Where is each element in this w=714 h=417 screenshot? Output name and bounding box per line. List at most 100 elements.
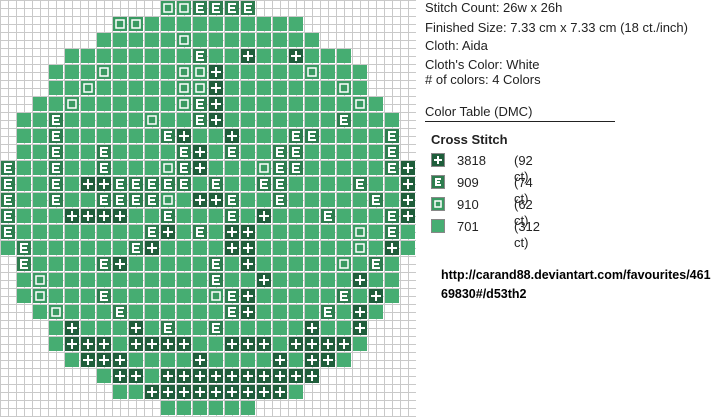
stitch-cell — [1, 241, 15, 255]
stitch-cell — [385, 209, 399, 223]
stitch-cell — [97, 49, 111, 63]
stitch-cell — [145, 113, 159, 127]
stitch-cell — [129, 161, 143, 175]
stitch-cell — [209, 161, 223, 175]
stitch-cell — [161, 385, 175, 399]
stitch-cell — [241, 385, 255, 399]
stitch-cell — [257, 161, 271, 175]
stitch-cell — [337, 129, 351, 143]
stitch-cell — [193, 49, 207, 63]
stitch-cell — [273, 145, 287, 159]
stitch-cell — [161, 81, 175, 95]
stitch-cell — [321, 193, 335, 207]
stitch-cell — [81, 145, 95, 159]
stitch-cell — [321, 257, 335, 271]
stitch-cell — [65, 273, 79, 287]
stitch-cell — [321, 321, 335, 335]
stitch-cell — [305, 257, 319, 271]
source-link[interactable]: http://carand88.deviantart.com/favourite… — [441, 268, 711, 301]
stitch-cell — [193, 337, 207, 351]
stitch-cell — [385, 193, 399, 207]
stitch-cell — [289, 225, 303, 239]
stitch-cell — [113, 225, 127, 239]
stitch-cell — [273, 273, 287, 287]
stitch-cell — [321, 113, 335, 127]
stitch-cell — [225, 17, 239, 31]
stitch-cell — [225, 273, 239, 287]
stitch-cell — [385, 241, 399, 255]
stitch-cell — [273, 49, 287, 63]
stitch-cell — [161, 49, 175, 63]
stitch-cell — [321, 161, 335, 175]
stitch-cell — [177, 1, 191, 15]
stitch-cell — [401, 161, 415, 175]
stitch-cell — [209, 1, 223, 15]
stitch-cell — [129, 305, 143, 319]
stitch-cell — [65, 129, 79, 143]
stitch-cell — [209, 129, 223, 143]
stitch-cell — [177, 81, 191, 95]
stitch-cell — [97, 97, 111, 111]
stitch-cell — [209, 225, 223, 239]
stitch-cell — [321, 209, 335, 223]
stitch-cell — [145, 241, 159, 255]
stitch-cell — [193, 385, 207, 399]
stitch-cell — [113, 17, 127, 31]
stitch-cell — [97, 289, 111, 303]
stitch-cell — [193, 401, 207, 415]
stitch-cell — [225, 81, 239, 95]
stitch-cell — [289, 241, 303, 255]
stitch-cell — [161, 369, 175, 383]
stitch-cell — [353, 81, 367, 95]
stitch-cell — [241, 49, 255, 63]
stitch-cell — [113, 209, 127, 223]
stitch-cell — [225, 65, 239, 79]
stitch-cell — [161, 257, 175, 271]
stitch-cell — [145, 161, 159, 175]
stitch-cell — [321, 177, 335, 191]
stitch-cell — [161, 337, 175, 351]
stitch-cell — [129, 145, 143, 159]
stitch-cell — [161, 177, 175, 191]
stitch-cell — [369, 129, 383, 143]
stitch-cell — [401, 209, 415, 223]
stitch-cell — [353, 193, 367, 207]
stitch-cell — [1, 193, 15, 207]
stitch-cell — [257, 193, 271, 207]
stitch-cell — [241, 225, 255, 239]
stitch-cell — [241, 209, 255, 223]
stitch-cell — [129, 369, 143, 383]
stitch-cell — [289, 177, 303, 191]
stitch-cell — [241, 145, 255, 159]
stitch-count: Stitch Count: 26w x 26h — [425, 0, 563, 15]
stitch-cell — [305, 129, 319, 143]
stitch-cell — [145, 257, 159, 271]
stitch-cell — [225, 193, 239, 207]
stitch-cell — [177, 17, 191, 31]
stitch-cell — [193, 97, 207, 111]
stitch-cell — [337, 257, 351, 271]
stitch-cell — [145, 305, 159, 319]
stitch-cell — [305, 161, 319, 175]
stitch-cell — [177, 209, 191, 223]
stitch-cell — [353, 321, 367, 335]
stitch-cell — [49, 321, 63, 335]
stitch-cell — [161, 161, 175, 175]
stitch-cell — [257, 385, 271, 399]
stitch-cell — [65, 145, 79, 159]
stitch-cell — [97, 33, 111, 47]
stitch-cell — [65, 49, 79, 63]
stitch-cell — [161, 1, 175, 15]
stitch-cell — [209, 401, 223, 415]
stitch-cell — [193, 81, 207, 95]
stitch-cell — [65, 193, 79, 207]
stitch-cell — [257, 17, 271, 31]
stitch-cell — [225, 33, 239, 47]
stitch-cell — [209, 97, 223, 111]
stitch-cell — [113, 33, 127, 47]
stitch-cell — [33, 161, 47, 175]
stitch-cell — [321, 353, 335, 367]
stitch-cell — [113, 241, 127, 255]
stitch-cell — [225, 305, 239, 319]
stitch-cell — [305, 369, 319, 383]
